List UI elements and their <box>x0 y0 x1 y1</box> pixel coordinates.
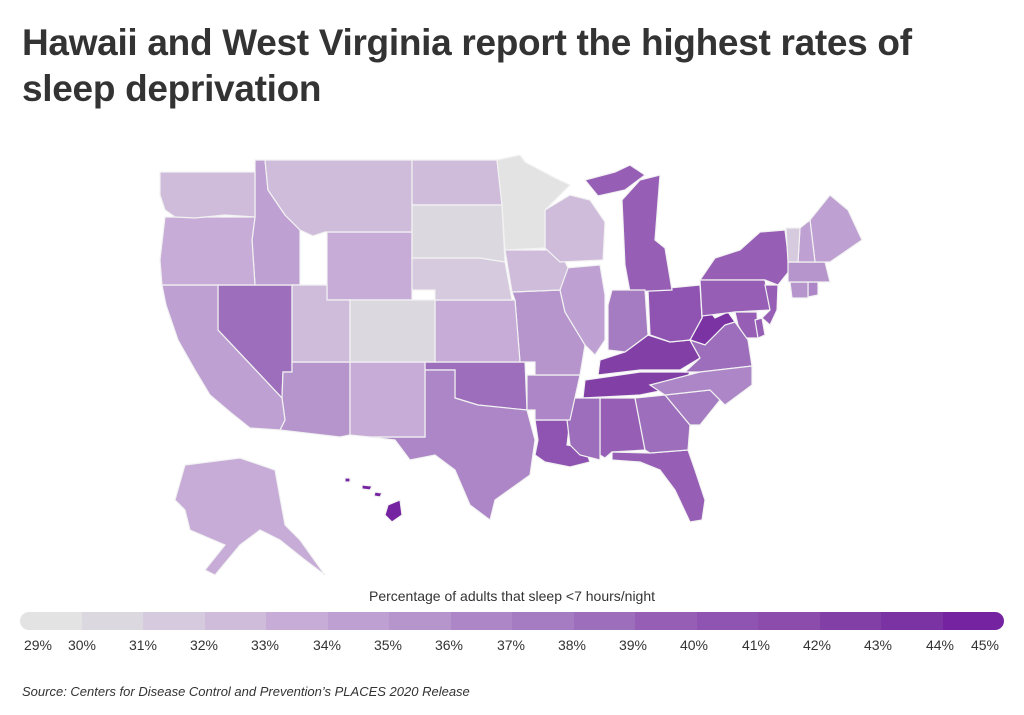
state-oregon: Oregon: 33% <box>159 216 256 286</box>
state-pennsylvania: Pennsylvania: 39% <box>699 279 771 317</box>
legend-swatch <box>881 612 943 630</box>
legend-tick-label: 34% <box>312 637 342 653</box>
legend-swatch <box>512 612 574 630</box>
legend-tick-label: 38% <box>557 637 587 653</box>
legend-tick-label: 41% <box>741 637 771 653</box>
legend-swatch <box>635 612 697 630</box>
state-michigan: Michigan: 39% <box>583 164 673 293</box>
legend-tick-label: 30% <box>67 637 97 653</box>
state-rhode-island: Rhode Island: 36% <box>807 281 819 298</box>
legend-tick-label: 29% <box>23 637 53 653</box>
state-minnesota: Minnesota: 29% <box>496 154 572 251</box>
source-note: Source: Centers for Disease Control and … <box>22 684 470 699</box>
state-massachusetts: Massachusetts: 35% <box>787 261 831 283</box>
legend-tick-label: 35% <box>373 637 403 653</box>
state-wyoming: Wyoming: 33% <box>326 231 413 301</box>
legend-swatch <box>942 612 1004 630</box>
state-connecticut: Connecticut: 35% <box>789 281 809 299</box>
legend-title: Percentage of adults that sleep <7 hours… <box>368 588 656 604</box>
legend-tick-label: 40% <box>679 637 709 653</box>
state-maryland: Maryland: 39% <box>734 311 759 339</box>
legend-swatch <box>143 612 205 630</box>
state-maine: Maine: 34% <box>809 194 863 263</box>
legend-tick-label: 44% <box>925 637 955 653</box>
legend-tick-label: 42% <box>802 637 832 653</box>
legend-swatch <box>696 612 758 630</box>
state-nebraska: Nebraska: 31% <box>411 257 513 301</box>
state-hawaii: Hawaii: 44% <box>344 477 403 523</box>
legend-tick-label: 36% <box>434 637 464 653</box>
legend-swatch <box>819 612 881 630</box>
state-indiana: Indiana: 37% <box>607 289 649 353</box>
state-illinois: Illinois: 34% <box>559 264 606 356</box>
state-north-dakota: North Dakota: 32% <box>411 159 503 206</box>
state-arizona: Arizona: 35% <box>279 361 351 438</box>
state-california: California: 34% <box>161 284 286 431</box>
state-new-york: New York: 39% <box>698 229 791 286</box>
state-new-mexico: New Mexico: 33% <box>349 361 426 438</box>
state-ohio: Ohio: 40% <box>647 284 703 343</box>
legend-swatch <box>266 612 328 630</box>
legend-swatch <box>327 612 389 630</box>
state-delaware: Delaware: 39% <box>754 317 766 339</box>
state-kansas: Kansas: 33% <box>434 299 521 363</box>
legend-tick-label: 33% <box>250 637 280 653</box>
state-alaska: Alaska: 33% <box>174 457 326 576</box>
state-colorado: Colorado: 30% <box>349 299 436 363</box>
state-north-carolina: North Carolina: 36% <box>648 365 753 406</box>
legend-tick-label: 45% <box>970 637 1000 653</box>
state-virginia: Virginia: 38% <box>683 321 753 373</box>
state-wisconsin: Wisconsin: 32% <box>544 194 606 263</box>
legend-swatch <box>450 612 512 630</box>
legend-tick-label: 32% <box>189 637 219 653</box>
legend-swatch <box>758 612 820 630</box>
state-florida: Florida: 39% <box>611 449 706 523</box>
legend-tick-label: 37% <box>496 637 526 653</box>
state-south-dakota: South Dakota: 30% <box>411 204 506 263</box>
legend-tick-label: 43% <box>863 637 893 653</box>
legend-swatch <box>573 612 635 630</box>
legend-tick-label: 31% <box>128 637 158 653</box>
legend-swatch <box>204 612 266 630</box>
state-new-jersey: New Jersey: 39% <box>761 284 779 326</box>
legend-color-scale <box>20 612 1004 630</box>
chart-title: Hawaii and West Virginia report the high… <box>22 22 912 109</box>
state-vermont: Vermont: 31% <box>785 227 801 263</box>
legend-swatch <box>20 612 82 630</box>
legend-tick-labels: 29% 30% 31% 32% 33% 34% 35% 36% 37% 38% 39% 40% 41% 4… <box>0 637 1024 657</box>
legend-tick-label: 39% <box>618 637 648 653</box>
legend-swatch <box>389 612 451 630</box>
state-washington: Washington: 32% <box>159 171 256 219</box>
us-choropleth-map: Hawaii: 44%West Virginia: 43%Kentucky: 4… <box>159 154 863 576</box>
state-arkansas: Arkansas: 36% <box>526 374 581 421</box>
legend-swatch <box>81 612 143 630</box>
state-texas: Texas: 36% <box>369 369 536 522</box>
